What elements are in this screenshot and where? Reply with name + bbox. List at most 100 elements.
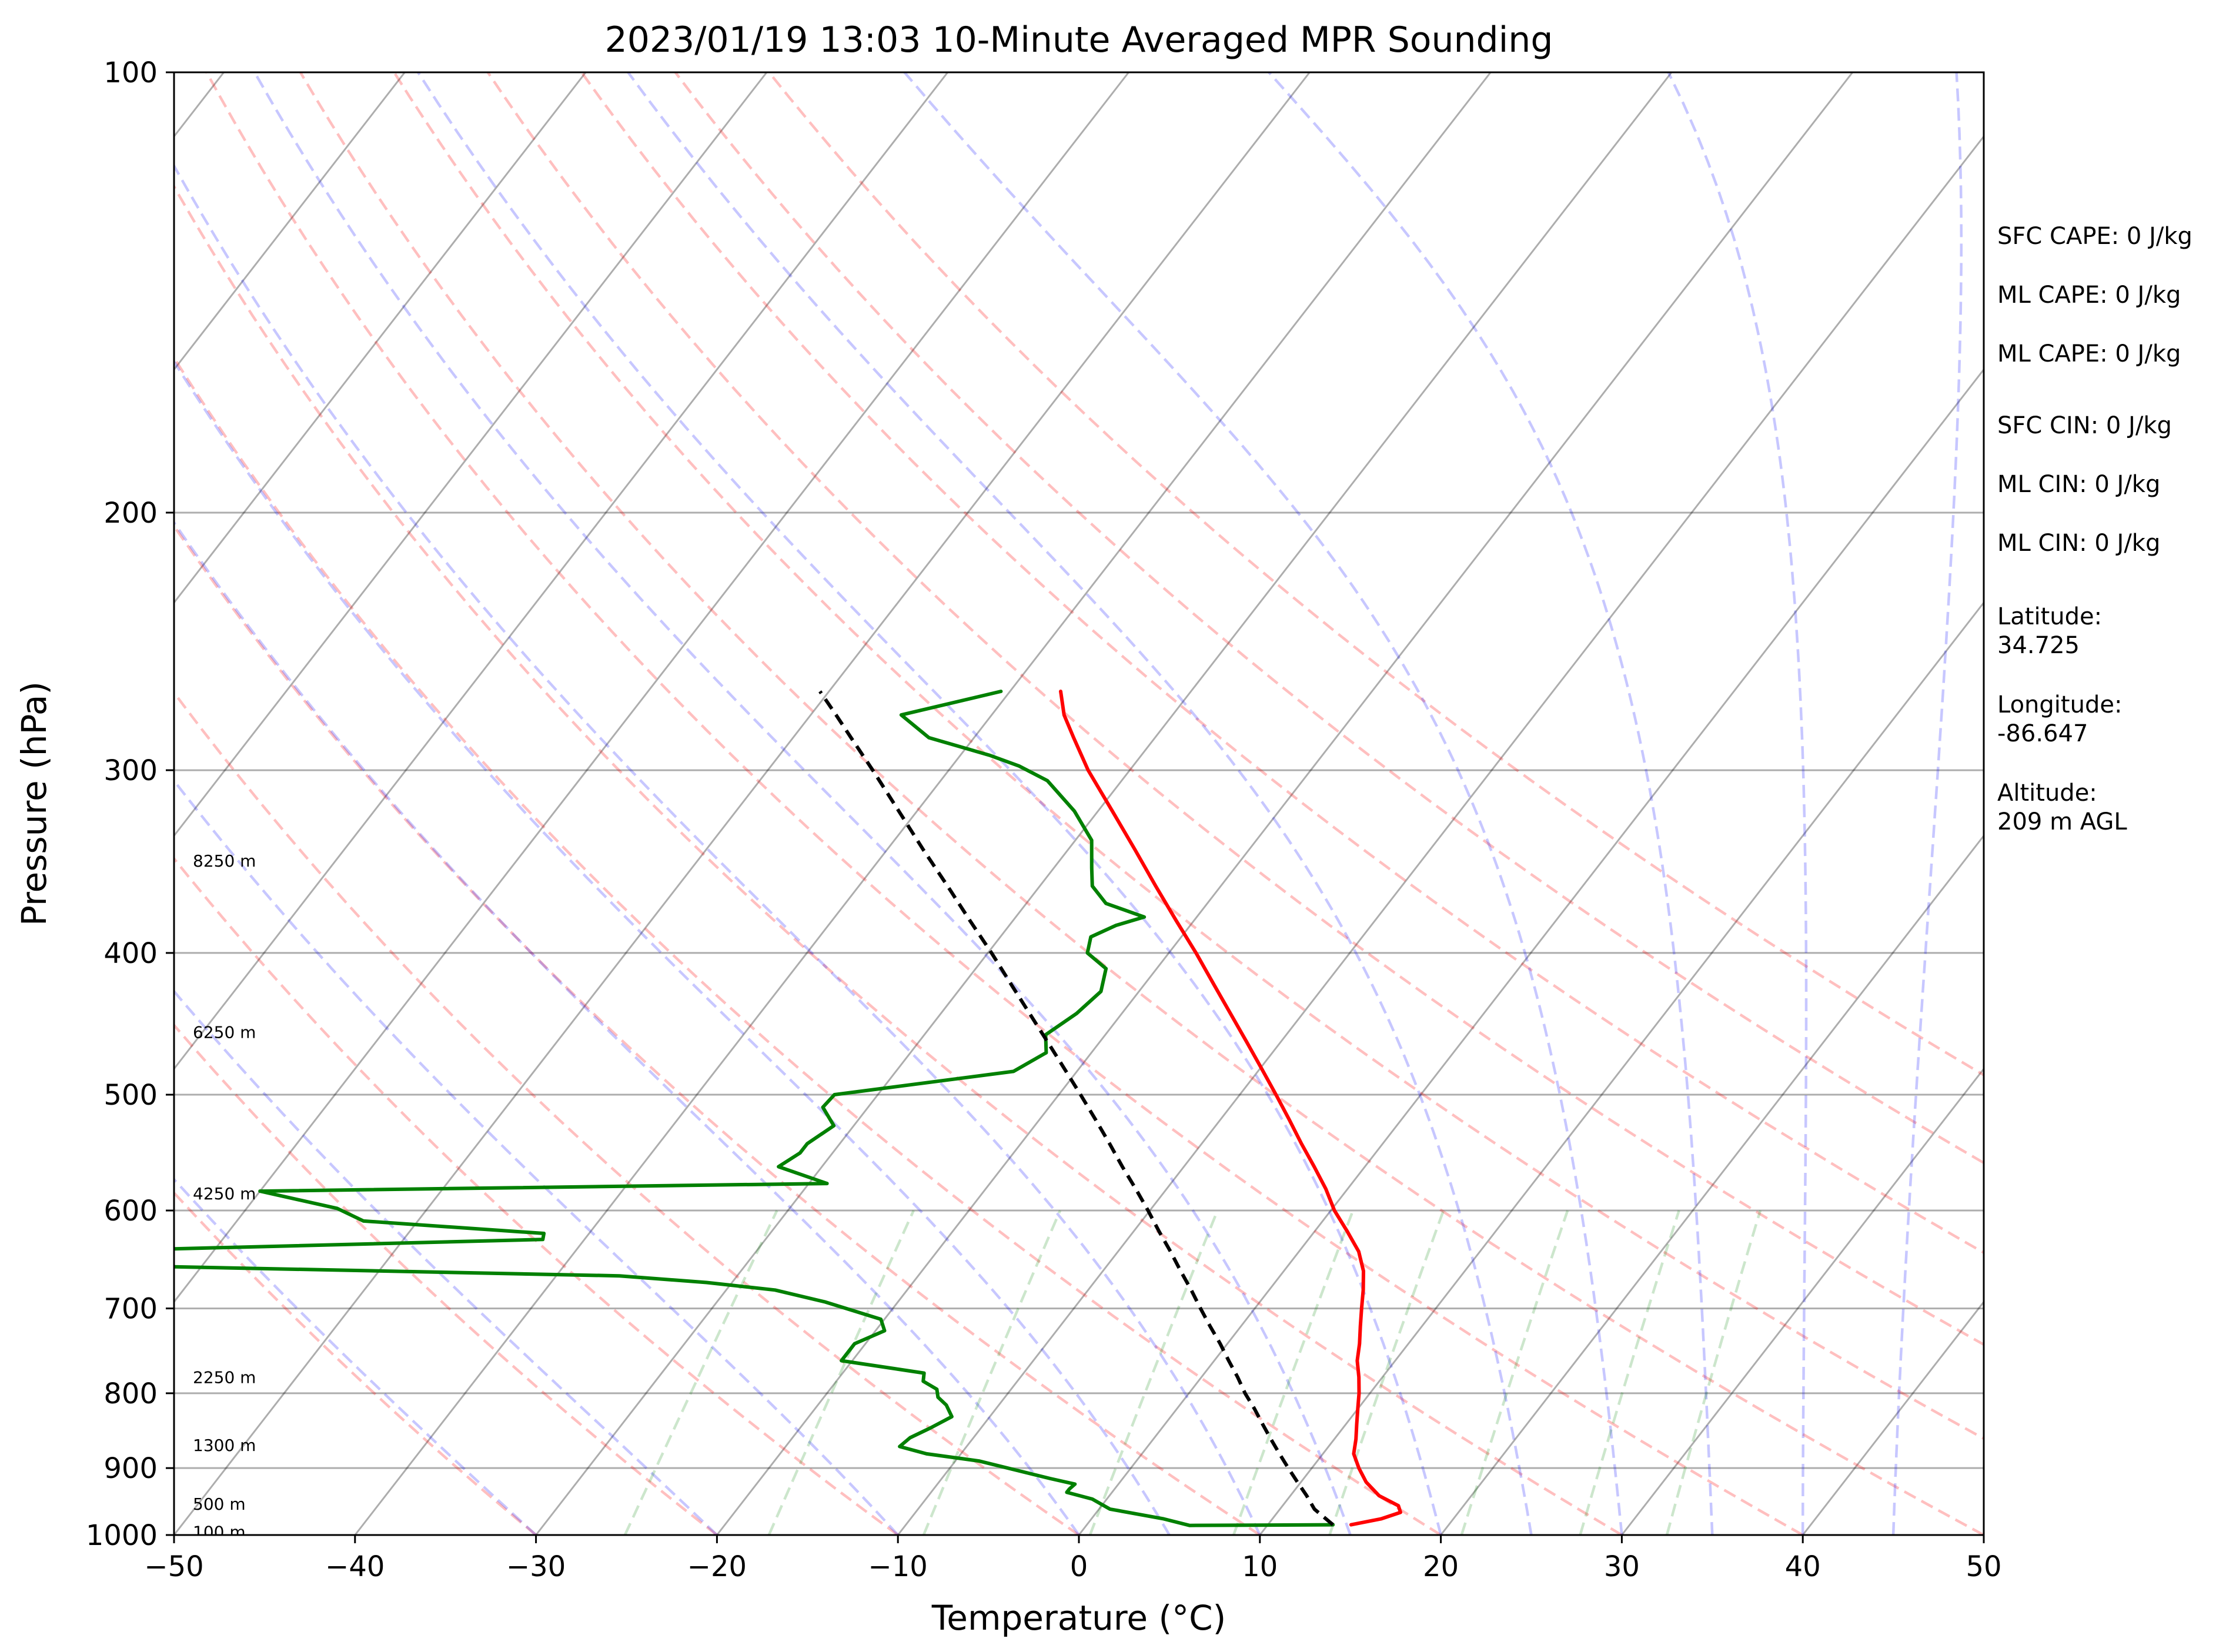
mixing-ratio-line	[623, 1210, 778, 1535]
x-tick-label: −20	[687, 1550, 747, 1583]
isotherm-line	[1621, 1067, 1984, 1535]
x-tick-label: 50	[1966, 1550, 2001, 1583]
stat-label: Altitude:	[1997, 780, 2097, 807]
x-tick-label: −50	[144, 1550, 203, 1583]
moist-adiabat-line	[253, 72, 1352, 1535]
dry-adiabat-line	[205, 72, 1804, 1535]
isotherm-line	[174, 72, 768, 837]
temperature-line	[1059, 690, 1402, 1527]
y-tick-label: 700	[103, 1293, 158, 1326]
altitude-label: 100 m	[193, 1523, 246, 1542]
x-axis-title: Temperature (°C)	[931, 1598, 1226, 1638]
dry-adiabat-line	[580, 72, 1984, 1255]
moist-adiabat-line	[627, 72, 1533, 1535]
y-tick-label: 1000	[86, 1519, 158, 1552]
x-tick-label: −30	[506, 1550, 566, 1583]
y-tick-label: 400	[103, 937, 158, 970]
moist-adiabat-line	[1268, 72, 1714, 1535]
parcel-line	[818, 690, 1335, 1526]
moist-adiabat-line	[903, 72, 1623, 1535]
altitude-label: 8250 m	[193, 851, 256, 871]
moist-adiabat-line	[174, 163, 1261, 1535]
moist-adiabat-line	[417, 72, 1442, 1535]
dry-adiabat-line	[299, 72, 1984, 1535]
x-tick-label: 0	[1070, 1550, 1088, 1583]
altitude-label: 500 m	[193, 1494, 246, 1514]
dry-adiabat-line	[174, 1023, 718, 1535]
stats-panel: SFC CAPE: 0 J/kg ML CAPE: 0 J/kg ML CAPE: …	[1997, 223, 2192, 835]
mixing-ratio-line	[1665, 1210, 1762, 1535]
dry-adiabat-line	[174, 355, 1442, 1535]
isotherm-line	[1078, 368, 1984, 1535]
stat-label: ML CIN: 0 J/kg	[1997, 471, 2160, 498]
mixing-ratio-line	[922, 1210, 1062, 1535]
y-tick-label: 200	[103, 497, 158, 530]
x-tick-label: 20	[1423, 1550, 1459, 1583]
stat-label: ML CAPE: 0 J/kg	[1997, 340, 2181, 367]
isotherm-line	[716, 72, 1854, 1535]
stat-label: 34.725	[1997, 632, 2080, 659]
moist-adiabat-line	[1667, 72, 1808, 1535]
altitude-label: 2250 m	[193, 1368, 256, 1387]
moist-adiabat-line	[174, 989, 718, 1535]
isotherm-line	[354, 72, 1492, 1535]
x-axis-ticks: −50 −40 −30 −20 −10 0 10 20 30 40 50	[144, 1535, 2002, 1583]
stat-label: -86.647	[1997, 720, 2088, 747]
moist-adiabat-line	[174, 778, 899, 1535]
isotherm-line	[174, 72, 1129, 1303]
moist-adiabat-lines	[174, 72, 1963, 1535]
altitude-label: 4250 m	[193, 1184, 256, 1203]
x-tick-label: 30	[1604, 1550, 1640, 1583]
isotherm-line	[174, 72, 587, 604]
isotherm-line	[535, 72, 1673, 1535]
isotherm-line	[174, 72, 949, 1071]
y-tick-label: 900	[103, 1452, 158, 1485]
mixing-ratio-line	[1460, 1210, 1569, 1535]
x-tick-label: −40	[325, 1550, 385, 1583]
moist-adiabat-line	[174, 359, 1171, 1535]
altitude-label: 1300 m	[193, 1436, 256, 1455]
dry-adiabat-line	[174, 856, 899, 1535]
y-tick-label: 600	[103, 1195, 158, 1228]
altitude-labels: 8250 m 6250 m 4250 m 2250 m 1300 m 500 m 100 m	[193, 851, 256, 1542]
stat-label: 209 m AGL	[1997, 808, 2127, 835]
moist-adiabat-line	[1891, 72, 1963, 1535]
x-tick-label: 10	[1242, 1550, 1278, 1583]
isotherm-line	[1440, 834, 1984, 1535]
mixing-ratio-line	[1579, 1210, 1680, 1535]
isobar-grid	[174, 511, 1984, 1469]
dry-adiabat-lines	[174, 72, 1984, 1535]
stat-label: Longitude:	[1997, 691, 2122, 718]
x-tick-label: −10	[868, 1550, 928, 1583]
isotherm-grid	[174, 72, 1984, 1535]
stat-label: ML CAPE: 0 J/kg	[1997, 282, 2181, 309]
moist-adiabat-line	[174, 520, 1080, 1535]
chart-title: 2023/01/19 13:03 10-Minute Averaged MPR …	[605, 19, 1553, 61]
isotherm-line	[174, 72, 1311, 1535]
isotherm-line	[174, 72, 406, 371]
y-tick-label: 500	[103, 1079, 158, 1112]
stat-label: ML CIN: 0 J/kg	[1997, 530, 2160, 557]
y-tick-label: 300	[103, 754, 158, 787]
mixing-ratio-line	[767, 1210, 915, 1535]
y-axis-ticks: 100 200 300 400 500 600 700 800 900 1000	[86, 56, 174, 1552]
x-tick-label: 40	[1785, 1550, 1821, 1583]
stat-label: SFC CAPE: 0 J/kg	[1997, 223, 2192, 250]
altitude-label: 6250 m	[193, 1022, 256, 1042]
stat-label: SFC CIN: 0 J/kg	[1997, 412, 2172, 439]
dry-adiabat-line	[486, 72, 1984, 1346]
isotherm-line	[897, 135, 1984, 1535]
dry-adiabat-line	[393, 72, 1984, 1440]
plot-area: 8250 m 6250 m 4250 m 2250 m 1300 m 500 m 100 m	[174, 72, 1984, 1542]
dewpoint-line	[174, 690, 1335, 1527]
sounding-series	[174, 690, 1402, 1527]
y-tick-label: 100	[103, 56, 158, 89]
isotherm-line	[1259, 601, 1984, 1535]
dry-adiabat-line	[768, 72, 1984, 1077]
mixing-ratio-lines	[623, 1210, 1762, 1535]
dry-adiabat-line	[174, 183, 1623, 1535]
y-axis-title: Pressure (hPa)	[14, 681, 54, 926]
stat-label: Latitude:	[1997, 603, 2102, 630]
